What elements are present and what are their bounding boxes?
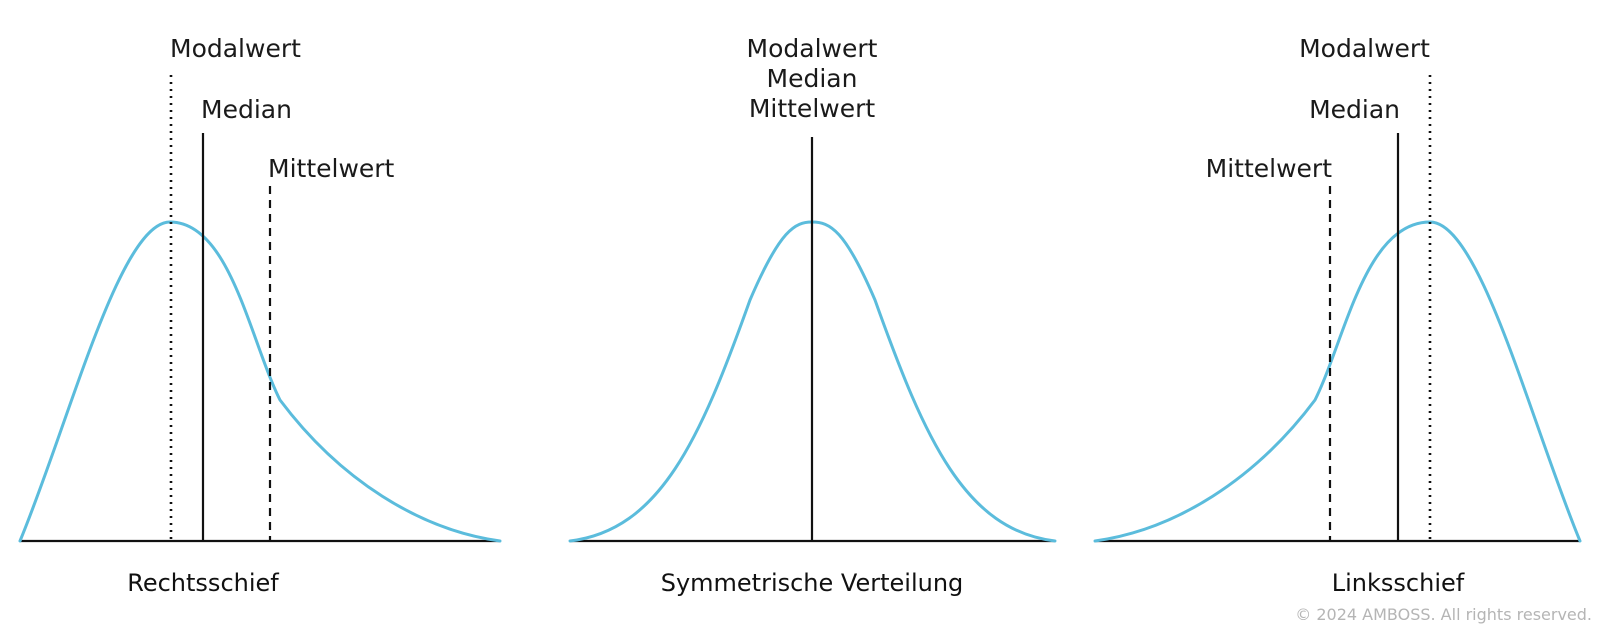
mode-label: Modalwert: [747, 34, 878, 63]
panel-caption: Symmetrische Verteilung: [661, 569, 964, 597]
panel-symmetric: Modalwert Median Mittelwert Symmetrische…: [568, 34, 1057, 597]
density-curve: [1093, 220, 1582, 543]
median-label: Median: [1309, 95, 1400, 124]
mean-label: Mittelwert: [749, 94, 876, 123]
mean-label: Mittelwert: [268, 154, 395, 183]
panel-caption: Rechtsschief: [127, 569, 279, 597]
median-label: Median: [201, 95, 292, 124]
copyright-notice: © 2024 AMBOSS. All rights reserved.: [1295, 605, 1592, 624]
panel-right-skewed: Modalwert Median Mittelwert Rechtsschief: [18, 34, 502, 597]
density-curve: [18, 220, 502, 543]
median-label: Median: [767, 64, 858, 93]
mode-label: Modalwert: [1299, 34, 1430, 63]
panel-caption: Linksschief: [1332, 569, 1465, 597]
panel-left-skewed: Modalwert Median Mittelwert Linksschief: [1093, 34, 1582, 597]
mean-label: Mittelwert: [1206, 154, 1333, 183]
mode-label: Modalwert: [170, 34, 301, 63]
